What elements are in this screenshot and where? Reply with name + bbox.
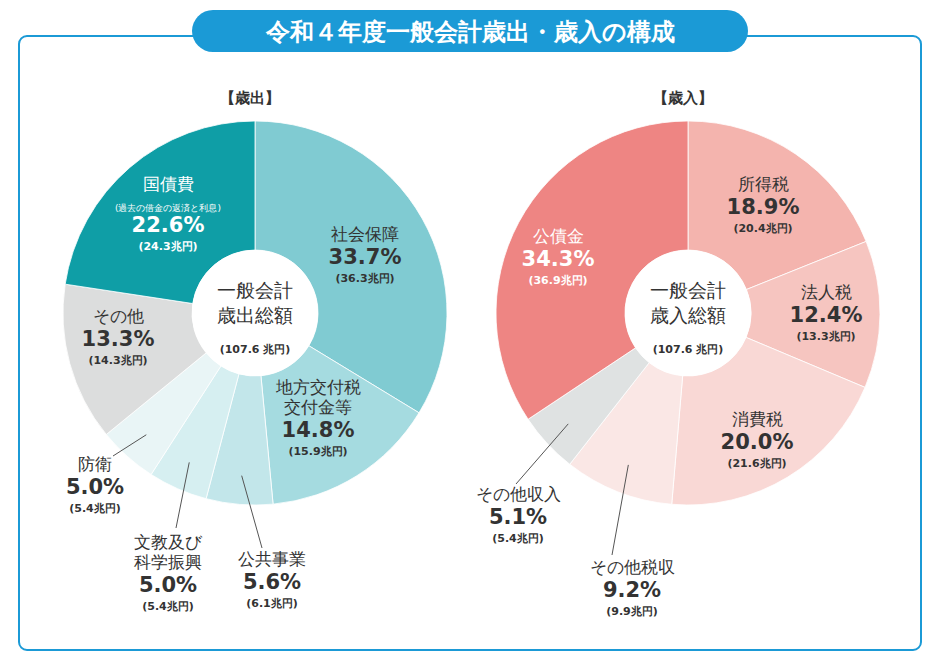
- amount-label: (5.4兆円): [492, 532, 544, 545]
- donut-hole: [625, 250, 751, 376]
- slice-name: 消費税: [732, 409, 783, 429]
- chart-subtitle: 【歳出】: [220, 89, 280, 107]
- slice-name: 防衛: [78, 454, 112, 474]
- frame: [19, 36, 921, 650]
- slice-name: その他収入: [476, 484, 561, 504]
- amount-label: (9.9兆円): [606, 605, 658, 618]
- center-label: 一般会計歳出総額: [217, 279, 293, 326]
- slice-name: 地方交付税交付金等: [275, 377, 361, 417]
- amount-label: (36.3兆円): [335, 272, 394, 285]
- slice-name: 法人税: [801, 282, 852, 302]
- pie-slice: [63, 284, 206, 434]
- data-label: 22.6%: [132, 213, 205, 237]
- slice-name: 文教及び科学振興: [134, 532, 203, 572]
- pie-slice: [261, 346, 419, 504]
- center-total: (107.6 兆円): [653, 343, 724, 356]
- leader-line: [516, 424, 568, 484]
- amount-label: (6.1兆円): [246, 597, 298, 610]
- amount-label: (36.9兆円): [528, 274, 587, 287]
- slice-name: その他税収: [590, 557, 675, 577]
- data-label: 5.0%: [66, 475, 124, 499]
- data-label: 33.7%: [329, 245, 402, 269]
- slice-name: 所得税: [738, 174, 789, 194]
- data-label: 5.6%: [243, 570, 301, 594]
- page: 令和４年度一般会計歳出・歳入の構成【歳出】一般会計歳出総額 (107.6 兆円) 社…: [0, 0, 940, 665]
- slice-name: 公共事業: [238, 549, 306, 569]
- amount-label: (13.3兆円): [796, 330, 855, 343]
- leader-line: [242, 476, 262, 548]
- data-label: 13.3%: [82, 327, 155, 351]
- slice-name: 国債費: [143, 174, 194, 194]
- leader-line: [113, 435, 146, 456]
- data-label: 34.3%: [522, 247, 595, 271]
- amount-label: (20.4兆円): [733, 222, 792, 235]
- amount-label: (15.9兆円): [288, 445, 347, 458]
- slice-name: その他: [93, 306, 144, 326]
- data-label: 5.1%: [489, 505, 547, 529]
- chart-title: 令和４年度一般会計歳出・歳入の構成: [265, 18, 675, 46]
- slice-sublabel: (過去の借金の返済と利息): [115, 203, 221, 213]
- amount-label: (21.6兆円): [727, 457, 786, 470]
- data-label: 14.8%: [282, 418, 355, 442]
- chart-canvas: 令和４年度一般会計歳出・歳入の構成【歳出】一般会計歳出総額 (107.6 兆円) 社…: [0, 0, 940, 665]
- chart-subtitle: 【歳入】: [653, 89, 713, 107]
- data-label: 20.0%: [721, 430, 794, 454]
- slice-name: 公債金: [533, 226, 584, 246]
- leader-line: [176, 462, 189, 528]
- amount-label: (14.3兆円): [88, 354, 147, 367]
- data-label: 12.4%: [790, 303, 863, 327]
- amount-label: (24.3兆円): [138, 240, 197, 253]
- leader-line: [612, 465, 628, 555]
- data-label: 18.9%: [727, 195, 800, 219]
- slice-name: 社会保障: [331, 224, 399, 244]
- data-label: 9.2%: [603, 578, 661, 602]
- pie-chart: [496, 121, 880, 505]
- amount-label: (5.4兆円): [69, 502, 121, 515]
- center-total: (107.6 兆円): [220, 343, 291, 356]
- donut-hole: [192, 250, 318, 376]
- pie-chart: [63, 121, 447, 505]
- amount-label: (5.4兆円): [142, 600, 194, 613]
- data-label: 5.0%: [139, 573, 197, 597]
- center-label: 一般会計歳入総額: [650, 279, 726, 326]
- title-pill: [192, 10, 748, 52]
